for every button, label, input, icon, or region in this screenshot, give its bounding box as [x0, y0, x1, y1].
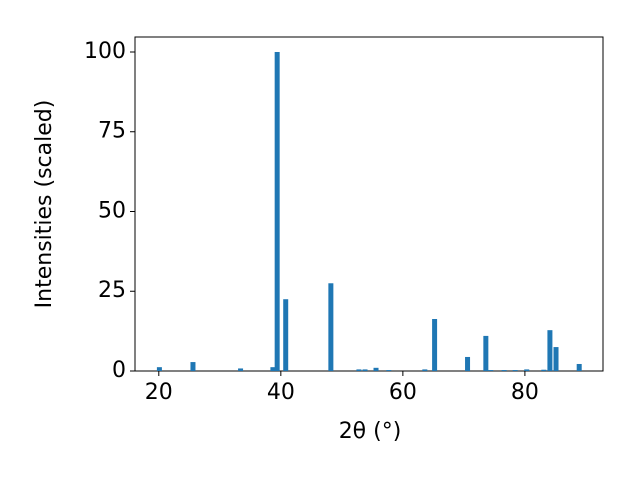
- y-tick-label: 0: [112, 358, 126, 383]
- bar: [270, 367, 276, 371]
- bar: [553, 347, 559, 371]
- x-axis-label: 2θ (°): [339, 419, 402, 444]
- bar: [541, 369, 547, 371]
- y-tick-label: 100: [84, 39, 126, 64]
- bar: [547, 330, 553, 371]
- x-tick-label: 80: [511, 380, 539, 405]
- bar: [576, 363, 582, 371]
- bar: [362, 369, 368, 371]
- y-tick-label: 50: [98, 198, 126, 223]
- x-tick-label: 60: [389, 380, 417, 405]
- bar: [386, 370, 392, 371]
- bar: [488, 370, 494, 371]
- bar: [483, 335, 489, 371]
- bar: [422, 369, 428, 371]
- bar: [373, 367, 379, 371]
- bar: [501, 370, 507, 371]
- y-tick-label: 75: [98, 119, 126, 144]
- x-tick-label: 40: [267, 380, 295, 405]
- bar: [328, 283, 334, 371]
- bar: [524, 369, 530, 371]
- bar: [512, 370, 518, 371]
- bar: [190, 362, 196, 371]
- bar: [432, 319, 438, 371]
- x-tick-label: 20: [145, 380, 173, 405]
- y-tick-label: 25: [98, 278, 126, 303]
- bar: [465, 356, 471, 371]
- bar: [283, 299, 289, 371]
- bar: [274, 51, 280, 371]
- bar: [356, 369, 362, 371]
- y-axis-label: Intensities (scaled): [32, 100, 57, 309]
- bar: [238, 368, 244, 371]
- plot-frame: [134, 36, 604, 372]
- bar: [156, 367, 162, 371]
